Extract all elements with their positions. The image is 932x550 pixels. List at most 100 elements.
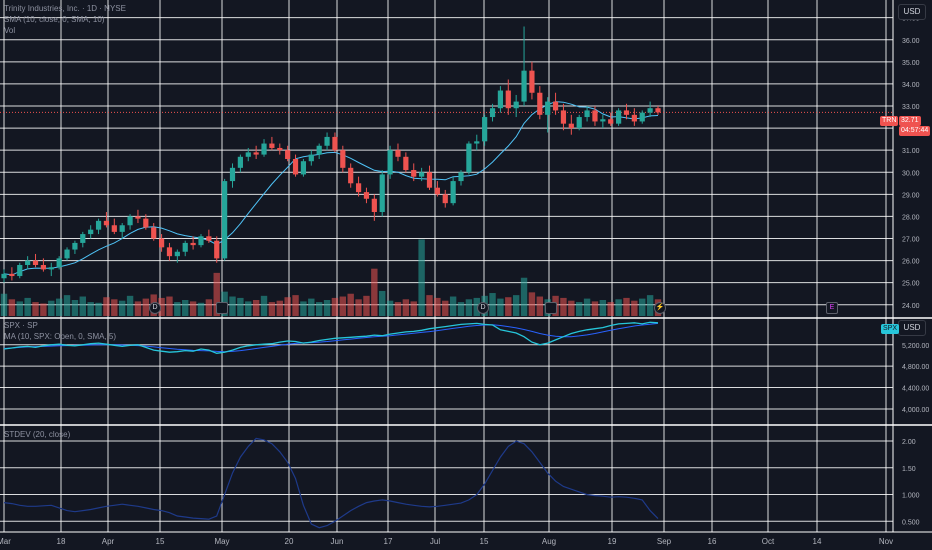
candle-body [261,143,267,155]
price-tick-label: 28.00 [902,214,920,221]
stdev-tick-label: 1.50 [902,466,916,473]
volume-bar [418,239,425,316]
candle-body [450,181,456,204]
volume-bar [182,300,189,316]
volume-bar [142,298,150,316]
x-tick-label: Sep [657,537,672,546]
candle-body [32,260,39,265]
volume-bar [599,300,607,316]
candle-body [277,147,283,151]
volume-bar [394,302,402,316]
candle-body [568,123,574,129]
candle-body [40,265,46,270]
symbol-legend: Trinity Industries, Inc. · 1D · NYSE [4,4,126,13]
candle-body [119,225,125,232]
candle-body [552,101,559,111]
candle-body [608,119,614,124]
volume-bar [331,297,339,316]
candle-body [576,117,582,129]
candle-body [48,267,54,270]
volume-bar [8,299,16,316]
volume-bar [497,298,504,316]
volume-bar [63,295,71,316]
volume-bar [568,300,575,316]
currency-button[interactable]: USD [898,4,926,20]
candle-body [285,150,291,159]
candle-body [17,265,23,277]
dividend-icon[interactable]: D [477,302,489,314]
volume-bar [520,277,528,316]
candle-body [127,216,133,226]
volume-bar [205,299,213,316]
volume-bar [276,300,283,316]
volume-bar [126,295,134,316]
volume-bar [347,293,354,316]
spx-tick-label: 4,400.00 [902,386,929,393]
volume-bar [355,299,362,316]
spx-currency-button[interactable]: USD [898,320,926,336]
candle-body [190,242,196,246]
volume-bar [229,296,236,316]
x-tick-label: 18 [57,537,66,546]
candle-body [80,234,86,243]
volume-bar [473,297,480,316]
volume-bar [24,297,31,316]
volume-bar [386,300,394,316]
candle-body [166,247,173,257]
volume-bar [189,301,197,316]
volume-bar [631,300,638,316]
candle-body [592,110,598,122]
price-tick-label: 34.00 [902,82,920,89]
candle-body [379,174,385,212]
volume-bar [300,301,307,316]
spx-badge: SPX [881,324,900,334]
x-tick-label: Jul [430,537,440,546]
candle-body [324,136,330,146]
x-tick-label: Nov [879,537,893,546]
candle-body [387,150,393,175]
spx-ma-legend: MA (10, SPX: Open, 0, SMA, 5) [4,332,117,341]
stdev-legend: STDEV (20, close) [4,430,71,439]
x-tick-label: 14 [813,537,822,546]
volume-bar [426,295,433,316]
volume-bar [245,301,252,316]
x-tick-label: Jun [331,537,344,546]
candle-body [426,172,433,188]
volume-bar [252,300,260,316]
candle-body [64,249,70,259]
volume-bar [79,296,86,316]
earnings-icon[interactable] [545,302,557,314]
volume-bar [32,302,39,316]
stdev-tick-label: 2.00 [902,439,916,446]
price-tick-label: 26.00 [902,259,920,266]
x-tick-label: Apr [102,537,115,546]
volume-bar [623,297,630,316]
volume-bar [449,296,457,316]
volume-bar [489,293,496,316]
dividend-icon[interactable]: D [149,302,161,314]
candle-body [158,238,165,248]
volume-bar [16,301,23,316]
earnings-icon[interactable]: E [826,302,838,314]
split-icon[interactable]: ⚡ [654,302,666,314]
candle-body [466,143,472,173]
volume-bar [111,299,118,316]
volume-bar [505,297,512,316]
price-tick-label: 36.00 [902,38,920,45]
candle-body [174,251,180,257]
volume-bar [134,301,142,316]
price-tick-label: 27.00 [902,237,920,244]
x-tick-label: Oct [762,537,775,546]
candle-body [229,167,236,182]
volume-bar [528,292,536,316]
earnings-icon[interactable] [216,302,228,314]
x-tick-label: 17 [384,537,393,546]
volume-bar [457,302,465,316]
candle-body [458,172,464,182]
spx-legend: SPX · SP [4,321,38,330]
volume-bar [158,297,165,316]
volume-bar [363,295,370,316]
volume-bar [260,295,268,316]
x-tick-label: Aug [542,537,556,546]
